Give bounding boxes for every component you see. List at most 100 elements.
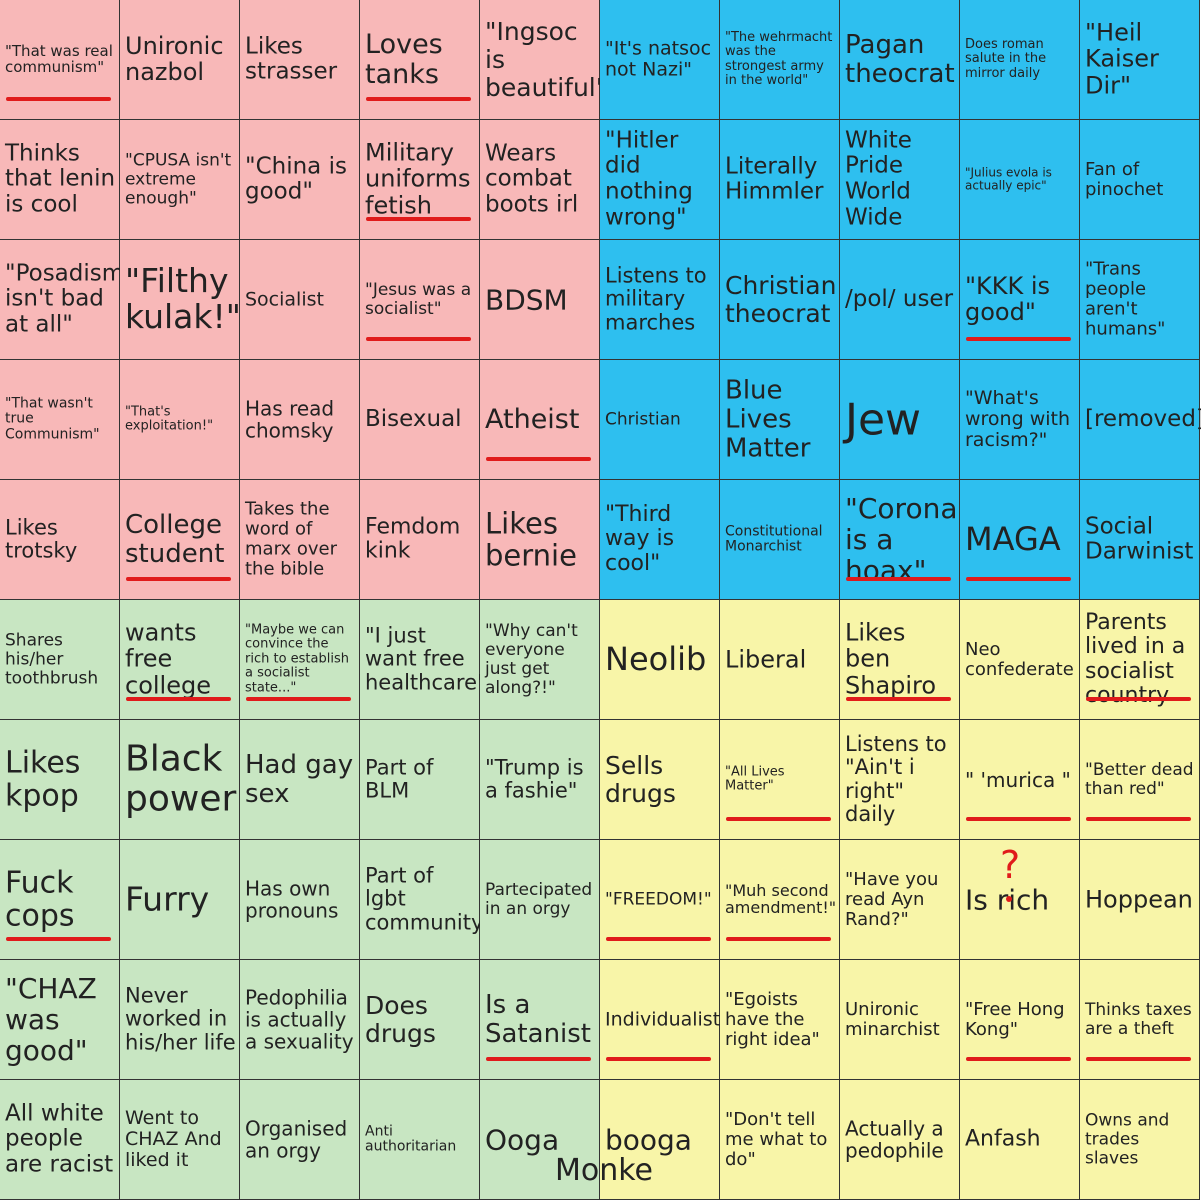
bingo-cell[interactable]: Sells drugs	[600, 720, 720, 840]
bingo-cell[interactable]: Has read chomsky	[240, 360, 360, 480]
bingo-cell[interactable]: Likes strasser	[240, 0, 360, 120]
bingo-cell[interactable]: Individualist	[600, 960, 720, 1080]
bingo-cell[interactable]: Neolib	[600, 600, 720, 720]
bingo-cell[interactable]: Neo confederate	[960, 600, 1080, 720]
bingo-cell[interactable]: Takes the word of marx over the bible	[240, 480, 360, 600]
bingo-cell[interactable]: Unironic nazbol	[120, 0, 240, 120]
bingo-cell[interactable]: Anfash	[960, 1080, 1080, 1200]
bingo-cell[interactable]: "Ingsoc is beautiful"	[480, 0, 607, 120]
bingo-cell[interactable]: Anti authoritarian	[360, 1080, 480, 1200]
bingo-cell[interactable]: "China is good"	[240, 120, 360, 240]
bingo-cell[interactable]: Thinks that lenin is cool	[0, 120, 120, 240]
bingo-cell[interactable]: College student	[120, 480, 240, 600]
bingo-cell[interactable]: "Third way is cool"	[600, 480, 720, 600]
bingo-cell[interactable]: Literally Himmler	[720, 120, 840, 240]
bingo-cell[interactable]: Organised an orgy	[240, 1080, 360, 1200]
bingo-cell[interactable]: "FREEDOM!"	[600, 840, 720, 960]
bingo-cell[interactable]: Pedophilia is actually a sexuality	[240, 960, 360, 1080]
bingo-cell[interactable]: "Hitler did nothing wrong"	[600, 120, 720, 240]
bingo-cell[interactable]: All white people are racist	[0, 1080, 120, 1200]
bingo-cell[interactable]: Shares his/her toothbrush	[0, 600, 120, 720]
bingo-cell[interactable]: Pagan theocrat	[840, 0, 960, 120]
bingo-cell[interactable]: Partecipated in an orgy	[480, 840, 600, 960]
bingo-cell[interactable]: Liberal	[720, 600, 840, 720]
bingo-cell[interactable]: Blue Lives Matter	[720, 360, 840, 480]
bingo-cell[interactable]: Likes kpop	[0, 720, 120, 840]
bingo-cell[interactable]: Listens to military marches	[600, 240, 720, 360]
bingo-cell[interactable]: Went to CHAZ And liked it	[120, 1080, 240, 1200]
bingo-cell[interactable]: "Posadism isn't bad at all"	[0, 240, 124, 360]
bingo-cell[interactable]: Actually a pedophile	[840, 1080, 960, 1200]
bingo-cell[interactable]: "Jesus was a socialist"	[360, 240, 480, 360]
bingo-cell[interactable]: MAGA	[960, 480, 1080, 600]
bingo-cell[interactable]: Likes ben Shapiro	[840, 600, 960, 720]
bingo-cell[interactable]: Social Darwinist	[1080, 480, 1200, 600]
bingo-cell[interactable]: "Trump is a fashie"	[480, 720, 600, 840]
bingo-cell[interactable]: Parents lived in a socialist country	[1080, 600, 1200, 720]
bingo-cell[interactable]: Hoppean	[1080, 840, 1200, 960]
bingo-cell[interactable]: Fan of pinochet	[1080, 120, 1200, 240]
bingo-cell[interactable]: Unironic minarchist	[840, 960, 960, 1080]
bingo-cell[interactable]: Constitutional Monarchist	[720, 480, 840, 600]
bingo-cell[interactable]: "I just want free healthcare"	[360, 600, 487, 720]
bingo-cell[interactable]: Owns and trades slaves	[1080, 1080, 1200, 1200]
bingo-cell[interactable]: "Heil Kaiser Dir"	[1080, 0, 1200, 120]
bingo-cell[interactable]: "What's wrong with racism?"	[960, 360, 1080, 480]
bingo-cell[interactable]: "Better dead than red"	[1080, 720, 1200, 840]
bingo-cell[interactable]: Likes bernie	[480, 480, 600, 600]
bingo-cell[interactable]: Femdom kink	[360, 480, 480, 600]
bingo-cell[interactable]: Christian theocrat	[720, 240, 840, 360]
bingo-cell[interactable]: Had gay sex	[240, 720, 360, 840]
bingo-cell[interactable]: Part of lgbt community	[360, 840, 483, 960]
bingo-cell[interactable]: Never worked in his/her life	[120, 960, 240, 1080]
bingo-cell[interactable]: Christian	[600, 360, 720, 480]
bingo-cell[interactable]: "That's exploitation!"	[120, 360, 240, 480]
bingo-cell-text: Fuck cops	[5, 864, 75, 934]
bingo-cell[interactable]: "Maybe we can convince the rich to estab…	[240, 600, 360, 720]
bingo-cell[interactable]: "Julius evola is actually epic"	[960, 120, 1080, 240]
bingo-cell[interactable]: BDSM	[480, 240, 600, 360]
bingo-cell[interactable]: "Corona is a hoax"	[840, 480, 960, 600]
bingo-cell[interactable]: "KKK is good"	[960, 240, 1080, 360]
bingo-cell[interactable]: "That was real communism"	[0, 0, 120, 120]
bingo-cell[interactable]: Does roman salute in the mirror daily	[960, 0, 1080, 120]
bingo-cell[interactable]: " 'murica "	[960, 720, 1080, 840]
bingo-cell[interactable]: "CHAZ was good"	[0, 960, 120, 1080]
bingo-cell[interactable]: Jew	[840, 360, 960, 480]
bingo-cell[interactable]: Thinks taxes are a theft	[1080, 960, 1200, 1080]
bingo-cell[interactable]: Is a Satanist	[480, 960, 600, 1080]
bingo-cell[interactable]: Wears combat boots irl	[480, 120, 600, 240]
bingo-cell[interactable]: Furry	[120, 840, 240, 960]
bingo-cell[interactable]: "Why can't everyone just get along?!"	[480, 600, 600, 720]
bingo-cell[interactable]: Black power!	[120, 720, 251, 840]
bingo-cell[interactable]: Does drugs	[360, 960, 480, 1080]
bingo-cell[interactable]: White Pride World Wide	[840, 120, 960, 240]
bingo-cell[interactable]: "Free Hong Kong"	[960, 960, 1080, 1080]
bingo-cell[interactable]: "All Lives Matter"	[720, 720, 840, 840]
bingo-cell-text: "Hitler did nothing wrong"	[605, 127, 693, 231]
bingo-cell[interactable]: [removed]	[1080, 360, 1201, 480]
bingo-cell[interactable]: Military uniforms fetish	[360, 120, 480, 240]
bingo-cell[interactable]: Listens to "Ain't i right" daily	[840, 720, 960, 840]
bingo-cell[interactable]: Fuck cops	[0, 840, 120, 960]
bingo-cell[interactable]: /pol/ user	[840, 240, 960, 360]
bingo-cell[interactable]: "Don't tell me what to do"	[720, 1080, 840, 1200]
bingo-cell[interactable]: "The wehrmacht was the strongest army in…	[720, 0, 840, 120]
bingo-cell[interactable]: Loves tanks	[360, 0, 480, 120]
bingo-cell[interactable]: booga	[600, 1080, 720, 1200]
bingo-cell[interactable]: Likes trotsky	[0, 480, 120, 600]
bingo-cell[interactable]: "Have you read Ayn Rand?"	[840, 840, 960, 960]
bingo-cell[interactable]: Has own pronouns	[240, 840, 360, 960]
bingo-cell[interactable]: "Muh second amendment!"	[720, 840, 840, 960]
bingo-cell[interactable]: Bisexual	[360, 360, 480, 480]
bingo-cell[interactable]: Part of BLM	[360, 720, 480, 840]
bingo-cell[interactable]: Socialist	[240, 240, 360, 360]
bingo-cell[interactable]: wants free college	[120, 600, 240, 720]
bingo-cell[interactable]: "Filthy kulak!"	[120, 240, 241, 360]
bingo-cell[interactable]: "That wasn't true Communism"	[0, 360, 120, 480]
bingo-cell[interactable]: "CPUSA isn't extreme enough"	[120, 120, 240, 240]
bingo-cell[interactable]: Atheist	[480, 360, 600, 480]
bingo-cell[interactable]: "Trans people aren't humans"	[1080, 240, 1200, 360]
bingo-cell[interactable]: "It's natsoc not Nazi"	[600, 0, 720, 120]
bingo-cell[interactable]: "Egoists have the right idea"	[720, 960, 840, 1080]
